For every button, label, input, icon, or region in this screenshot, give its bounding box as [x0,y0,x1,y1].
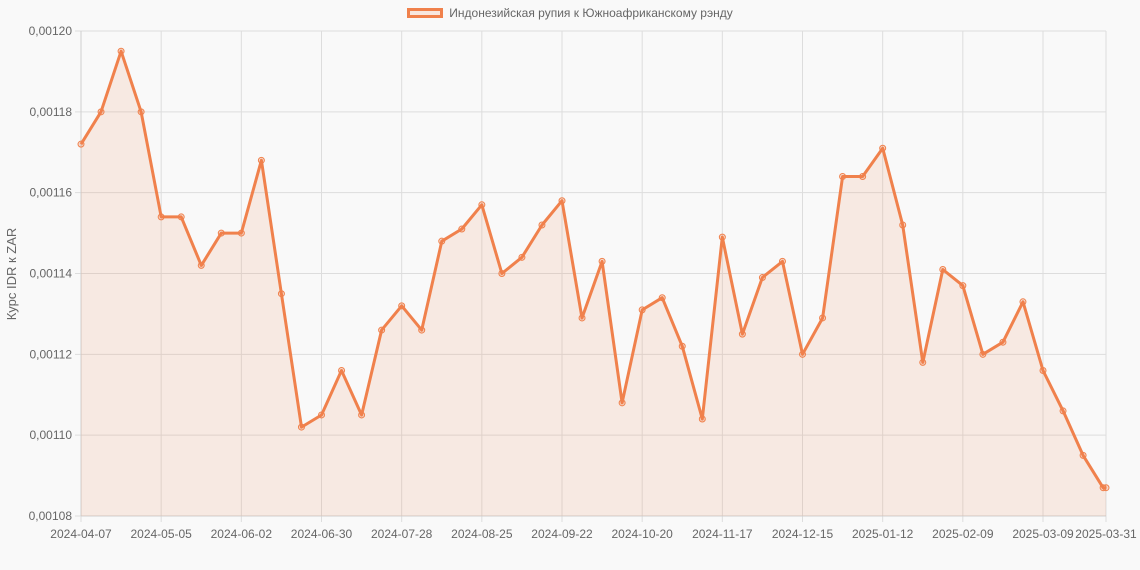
data-point [919,358,927,366]
legend-swatch-icon [407,8,444,18]
x-tick-label: 2024-12-15 [772,527,834,541]
x-tick-label: 2024-10-20 [611,527,673,541]
data-point [718,233,726,241]
y-tick-label: 0,00120 [29,24,73,38]
data-point [879,144,887,152]
data-point [839,173,847,180]
data-point [859,173,867,180]
chart-legend[interactable]: Индонезийская рупия к Южноафриканскому р… [0,6,1140,20]
x-tick-label: 2024-11-17 [692,527,753,541]
x-tick-label: 2024-06-30 [291,527,353,541]
series-line [79,49,1106,490]
data-point [899,221,907,229]
data-point [458,225,466,233]
data-point [338,367,346,374]
data-point [698,415,706,423]
data-point [157,213,165,221]
data-point [578,314,586,322]
data-point [217,229,225,237]
x-tick-label: 2025-01-12 [852,527,914,541]
x-tick-label: 2024-05-05 [130,527,192,541]
data-point [538,221,546,229]
x-tick-label: 2025-02-09 [932,527,994,541]
data-point [638,306,646,314]
y-tick-label: 0,00110 [30,428,73,442]
data-point [117,47,125,55]
x-tick-label: 2024-08-25 [451,527,513,541]
data-point [819,314,827,322]
x-tick-label: 2025-03-09 [1012,527,1074,541]
data-point [959,282,967,290]
data-point [618,399,626,407]
data-point [137,108,145,116]
data-point [799,350,807,358]
x-tick-label: 2024-06-02 [211,527,273,541]
data-point [778,257,786,265]
data-point [598,257,606,265]
data-point [1102,484,1110,492]
series-area-fill [81,51,1106,516]
data-point [177,213,185,221]
data-point [939,265,947,273]
data-point [257,156,265,164]
data-point [97,108,105,116]
data-point [77,140,85,148]
y-tick-label: 0,00114 [30,267,73,281]
data-point [1039,367,1047,374]
y-tick-label: 0,00116 [30,186,73,200]
x-tick-label: 2024-07-28 [371,527,433,541]
x-tick-label: 2025-03-31 [1075,527,1137,541]
data-point [1059,407,1067,415]
data-point [1019,298,1027,306]
data-point [418,326,426,334]
data-point [318,411,326,419]
y-tick-label: 0,00108 [29,509,73,523]
data-point [297,423,305,431]
data-point [518,253,526,261]
legend-label: Индонезийская рупия к Южноафриканскому р… [449,6,733,20]
data-point [979,350,987,358]
data-point [438,237,446,245]
y-tick-label: 0,00118 [30,105,73,119]
x-tick-label: 2024-09-22 [531,527,593,541]
x-tick-label: 2024-04-07 [50,527,112,541]
y-tick-label: 0,00112 [30,347,73,361]
data-point [678,342,686,350]
data-point [478,201,486,209]
data-point [197,261,205,269]
data-point [658,294,666,302]
data-point [277,290,285,298]
data-point [358,411,366,419]
data-point [237,229,245,237]
data-point [498,270,506,277]
data-point [738,330,746,338]
data-point [758,274,766,282]
data-point [999,338,1007,346]
data-point [1079,451,1087,459]
data-point [378,326,386,334]
data-point [398,302,406,310]
data-point [558,197,566,205]
